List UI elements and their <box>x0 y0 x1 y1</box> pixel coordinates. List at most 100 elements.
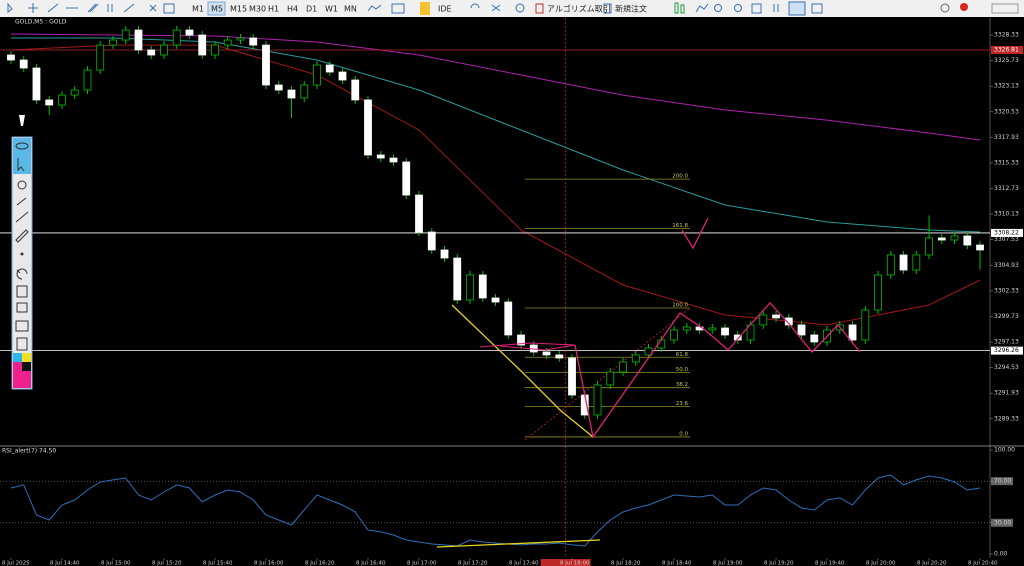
candle-body <box>925 237 933 256</box>
indicators-icon[interactable] <box>367 4 382 12</box>
shift-icon[interactable] <box>788 1 806 16</box>
fib-label: 50.0 <box>676 367 689 373</box>
color-swatch[interactable] <box>22 353 31 362</box>
price-label-box <box>991 346 1023 355</box>
fib-icon[interactable] <box>123 3 135 13</box>
x-tick-label: 8 Jul 18:20 <box>611 561 641 566</box>
cursor-icon[interactable] <box>7 2 13 13</box>
search-box[interactable] <box>991 3 1019 14</box>
scroll-icon[interactable] <box>773 4 779 12</box>
timeframe-button[interactable]: M5 <box>211 5 223 14</box>
candle-body <box>619 361 627 373</box>
x-tick-label: 8 Jul 18:00 <box>560 561 590 566</box>
candle-body <box>96 44 105 71</box>
fib-label: 61.8 <box>676 352 689 358</box>
candle-body <box>478 274 487 299</box>
timeframe-button[interactable]: M30 <box>249 5 266 14</box>
candle-body <box>274 84 283 91</box>
undo-icon[interactable] <box>16 268 28 280</box>
candle-body <box>211 44 219 56</box>
tool-icon[interactable] <box>16 197 27 206</box>
camera-icon[interactable] <box>15 320 29 332</box>
line-chart-icon[interactable] <box>695 3 709 13</box>
y-tick-label: 3304.93 <box>994 262 1019 269</box>
candle-body <box>325 64 334 73</box>
candle-body <box>810 334 819 343</box>
editor-icon[interactable] <box>420 2 430 15</box>
fib-label: 0.0 <box>679 431 688 437</box>
templates-icon[interactable] <box>391 3 405 14</box>
toolbar-button[interactable]: アルゴリズム取引 <box>547 4 611 14</box>
trendline-icon[interactable] <box>47 3 59 13</box>
candle-chart-icon[interactable] <box>680 4 685 14</box>
delete-icon[interactable] <box>16 285 28 298</box>
candle-body <box>185 29 194 36</box>
toolbar-button[interactable]: 新規注文 <box>615 4 647 14</box>
algo-icon[interactable] <box>535 3 544 14</box>
signal-icon[interactable] <box>470 3 480 9</box>
select-icon[interactable] <box>17 158 25 172</box>
y-tick-label: 3315.33 <box>994 159 1019 166</box>
timeframe-button[interactable]: H4 <box>287 5 298 14</box>
tool-icon[interactable] <box>16 302 28 313</box>
candle-body <box>886 254 895 276</box>
color-swatch[interactable] <box>13 353 22 362</box>
account-icon[interactable] <box>940 3 950 13</box>
toolbar-button[interactable]: IDE <box>438 5 452 14</box>
tool-icon[interactable] <box>17 180 27 190</box>
clipboard-icon[interactable] <box>16 337 28 351</box>
channel-icon[interactable] <box>87 3 99 13</box>
candle-body <box>32 67 41 101</box>
candle-body <box>70 89 79 96</box>
timeframe-button[interactable]: W1 <box>325 5 338 14</box>
x-tick-label: 8 Jul 14:40 <box>50 561 80 566</box>
order-icon[interactable] <box>603 3 612 14</box>
tool-icon[interactable] <box>15 211 29 223</box>
zoom-in-icon[interactable] <box>714 4 722 12</box>
zoom-out-icon[interactable] <box>734 4 742 12</box>
shapes-icon[interactable] <box>163 3 175 14</box>
eye-icon[interactable] <box>15 142 29 150</box>
tile-icon[interactable] <box>751 3 762 14</box>
price-label: 3296.26 <box>994 347 1019 354</box>
candle-body <box>874 274 882 311</box>
bar-chart-icon[interactable] <box>674 2 679 14</box>
timeframe-button[interactable]: M15 <box>230 5 247 14</box>
x-tick-label: 8 Jul 20:40 <box>968 561 998 566</box>
candle-body <box>223 39 232 46</box>
market-icon[interactable] <box>515 3 525 13</box>
candle-body <box>351 79 360 101</box>
candle-body <box>300 84 309 99</box>
candle-body <box>402 161 411 196</box>
y-tick-label: 30.00 <box>994 519 1011 526</box>
timeframe-button[interactable]: MN <box>344 5 357 14</box>
tool-icon[interactable] <box>20 252 24 256</box>
timeframe-button[interactable]: M1 <box>192 5 204 14</box>
candle-body <box>733 334 742 341</box>
candle-body <box>759 314 768 326</box>
candle-body <box>670 329 678 341</box>
x-tick-label: 8 Jul 16:20 <box>305 561 335 566</box>
chart-panes: GOLD,M5 : GOLD 3328.33 3325.73 3323.13 3320.… <box>0 18 1024 566</box>
timeframe-button[interactable]: D1 <box>306 5 317 14</box>
toolbar-panel <box>11 136 33 390</box>
crosshair-icon[interactable] <box>28 3 38 13</box>
crosshair-time-box <box>540 559 591 566</box>
vps-icon[interactable] <box>491 4 501 12</box>
screenshot-icon[interactable] <box>811 3 823 14</box>
timeframe-button[interactable]: H1 <box>268 5 279 14</box>
erase-icon[interactable] <box>149 4 157 12</box>
pen-icon[interactable] <box>19 115 25 126</box>
notification-badge[interactable] <box>960 3 968 11</box>
candle-body <box>453 257 462 301</box>
candle-body <box>861 309 870 341</box>
tool-icon[interactable] <box>15 229 29 243</box>
candle-body <box>7 54 15 61</box>
candle-body <box>631 354 640 363</box>
color-swatch[interactable] <box>22 362 31 371</box>
y-tick-label: 3294.53 <box>994 364 1019 371</box>
candle-body <box>338 71 347 81</box>
fib-label: 23.6 <box>676 401 689 407</box>
vline-icon[interactable] <box>107 4 113 12</box>
